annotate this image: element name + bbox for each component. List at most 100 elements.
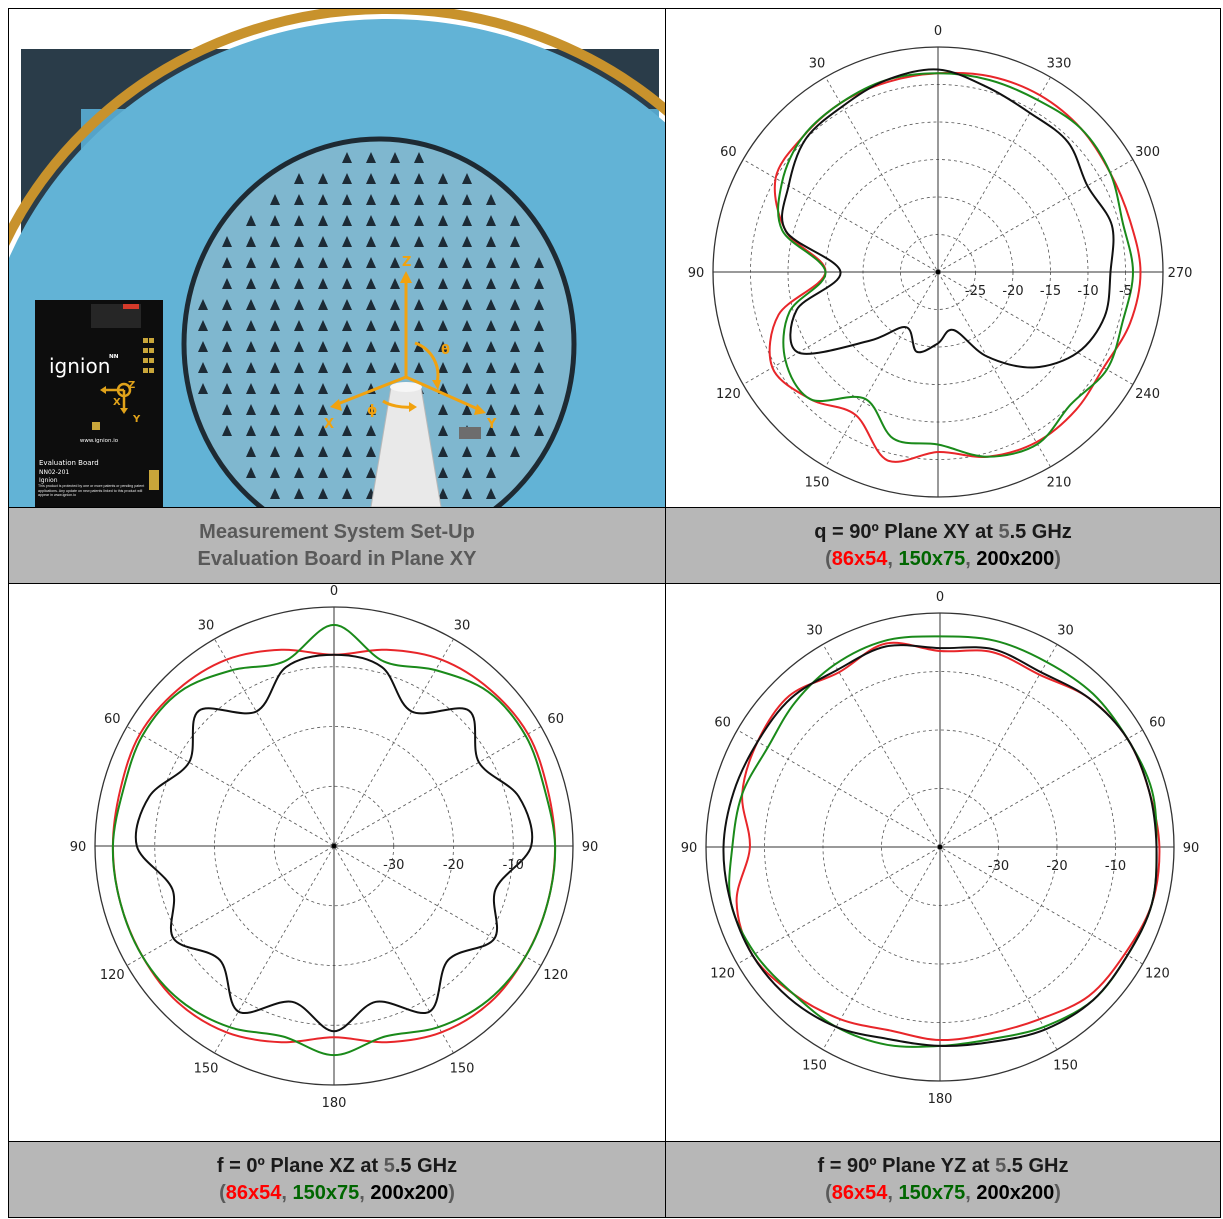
absorber-cone: [318, 383, 328, 394]
absorber-cone: [390, 215, 400, 226]
photo-axis-x-label: X: [324, 417, 334, 432]
absorber-cone: [294, 194, 304, 205]
xy-caption-series-3: 200x200: [976, 547, 1055, 570]
xy-angle-label-270: 90: [688, 266, 705, 281]
yz-angle-label-0: 0: [936, 590, 944, 605]
absorber-cone: [294, 173, 304, 184]
absorber-cone: [366, 341, 376, 352]
xy-radial-tick-0: -25: [965, 284, 986, 299]
absorber-cone: [294, 257, 304, 268]
absorber-cone: [534, 299, 544, 310]
absorber-cone: [534, 278, 544, 289]
absorber-cone: [342, 383, 352, 394]
absorber-cone: [414, 278, 424, 289]
yz-angle-label-300: 60: [714, 716, 731, 731]
absorber-cone: [390, 173, 400, 184]
absorber-cone: [414, 152, 424, 163]
xy-angle-label-150: 210: [1047, 476, 1072, 491]
xz-angle-label-90: 90: [582, 840, 599, 855]
absorber-cone: [270, 467, 280, 478]
xz-series-150x75: [111, 623, 557, 1057]
absorber-cone: [462, 383, 472, 394]
absorber-cone: [486, 215, 496, 226]
absorber-cone: [486, 425, 496, 436]
xz-caption-series-2: 150x75: [292, 1181, 360, 1204]
absorber-cone: [342, 194, 352, 205]
absorber-cone: [510, 299, 520, 310]
absorber-cone: [198, 341, 208, 352]
absorber-cone: [390, 152, 400, 163]
photo-phi-label: ϕ: [367, 403, 377, 418]
absorber-cone: [270, 215, 280, 226]
absorber-cone: [342, 341, 352, 352]
absorber-cone: [510, 257, 520, 268]
absorber-cone: [486, 341, 496, 352]
xz-radial-tick-0: -30: [383, 858, 404, 873]
board-brand: ignion: [49, 354, 110, 378]
absorber-cone: [246, 446, 256, 457]
absorber-cone: [342, 404, 352, 415]
absorber-cone: [366, 215, 376, 226]
absorber-cone: [366, 425, 376, 436]
board-axis-z: Z: [128, 380, 135, 391]
absorber-cone: [222, 236, 232, 247]
xy-angle-label-60: 300: [1135, 145, 1160, 160]
absorber-cone: [390, 299, 400, 310]
absorber-cone: [486, 467, 496, 478]
xz-caption-freq: 5: [383, 1154, 395, 1177]
yz-series-150x75: [728, 635, 1158, 1048]
absorber-cone: [342, 173, 352, 184]
absorber-cone: [390, 194, 400, 205]
xz-plane-polar-chart: -30 -20 -10 0 30 60 90 120 150 180 150 120 90 60 30: [70, 584, 599, 1111]
absorber-cone: [294, 383, 304, 394]
xy-caption-freq-unit: .5 GHz: [1009, 520, 1072, 543]
absorber-cone: [222, 341, 232, 352]
absorber-cone: [462, 215, 472, 226]
absorber-cone: [510, 446, 520, 457]
yz-angle-label-270: 90: [681, 841, 698, 856]
absorber-cone: [246, 467, 256, 478]
absorber-cone: [438, 341, 448, 352]
absorber-cone: [462, 404, 472, 415]
absorber-cone: [366, 278, 376, 289]
absorber-cone: [270, 446, 280, 457]
absorber-cone: [486, 488, 496, 499]
yz-angle-label-60: 60: [1149, 716, 1166, 731]
absorber-cone: [462, 236, 472, 247]
board-model: NN02-201: [39, 469, 69, 476]
absorber-cone: [486, 257, 496, 268]
absorber-cone: [294, 488, 304, 499]
xz-angle-label-330: 30: [198, 618, 215, 633]
xy-angle-label-210: 150: [805, 476, 830, 491]
absorber-cone: [510, 215, 520, 226]
absorber-cone: [462, 488, 472, 499]
absorber-cone: [246, 341, 256, 352]
yz-caption-close: ): [1054, 1181, 1061, 1204]
xy-caption-sep-2: ,: [965, 547, 977, 570]
absorber-cone: [294, 341, 304, 352]
absorber-cone: [438, 467, 448, 478]
absorber-cone: [534, 425, 544, 436]
absorber-cone: [534, 404, 544, 415]
yz-caption-text: f = 90º Plane YZ at: [817, 1154, 996, 1177]
absorber-cone: [366, 257, 376, 268]
board-maker: Ignion: [39, 477, 58, 484]
yz-caption-freq-unit: .5 GHz: [1006, 1154, 1069, 1177]
absorber-cone: [246, 362, 256, 373]
xy-caption-close: ): [1054, 547, 1061, 570]
yz-angle-label-120: 120: [1145, 967, 1170, 982]
xz-spoke-120: [126, 726, 542, 966]
absorber-cone: [486, 446, 496, 457]
xy-caption-text: q = 90º Plane XY at: [814, 520, 999, 543]
xy-series-150x75: [777, 72, 1134, 458]
absorber-cone: [294, 446, 304, 457]
photo-axis-z-label: Z: [402, 255, 411, 270]
absorber-cone: [246, 278, 256, 289]
xz-series-86x54: [111, 648, 557, 1044]
absorber-cone: [414, 173, 424, 184]
absorber-cone: [270, 278, 280, 289]
absorber-cone: [510, 404, 520, 415]
absorber-cone: [294, 320, 304, 331]
xz-angle-label-60: 60: [547, 712, 564, 727]
absorber-cone: [366, 446, 376, 457]
